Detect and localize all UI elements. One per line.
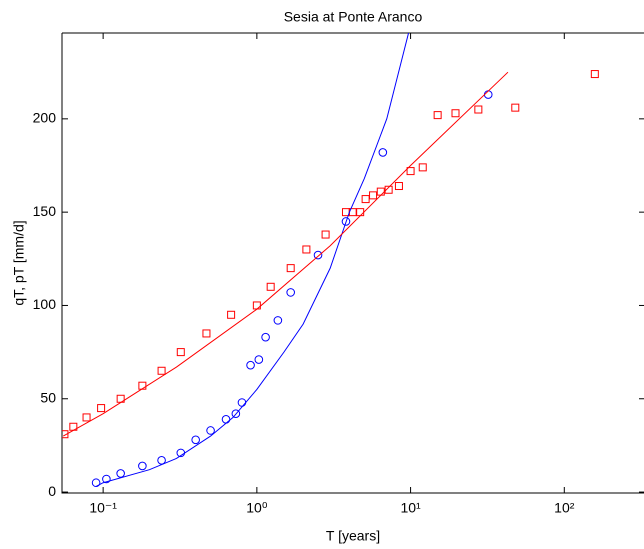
circle-marker xyxy=(191,435,200,445)
square-marker xyxy=(406,167,415,176)
circle-marker xyxy=(91,478,101,488)
square-marker xyxy=(356,208,365,217)
x-tick-label: 10² xyxy=(554,500,575,516)
y-axis-label: qT, pT [mm/d] xyxy=(11,220,27,305)
square-marker xyxy=(590,70,599,79)
fit-line xyxy=(62,71,509,437)
square-marker xyxy=(511,103,520,112)
circle-marker xyxy=(483,90,493,99)
circle-marker xyxy=(313,250,323,260)
square-marker xyxy=(157,366,166,375)
circle-marker xyxy=(206,426,215,435)
square-marker xyxy=(252,301,261,310)
square-marker xyxy=(474,105,483,114)
circle-marker xyxy=(102,474,111,484)
square-marker xyxy=(384,185,393,194)
circle-marker xyxy=(378,148,388,157)
circle-marker xyxy=(254,355,264,364)
square-marker xyxy=(376,187,385,196)
square-marker xyxy=(227,310,236,319)
circle-marker xyxy=(231,409,241,418)
square-marker xyxy=(321,230,330,239)
circle-marker xyxy=(221,414,231,424)
x-tick-label: 10¹ xyxy=(400,500,421,516)
square-marker xyxy=(451,109,460,118)
square-marker xyxy=(302,245,311,254)
square-marker xyxy=(394,182,403,191)
square-marker xyxy=(433,111,442,120)
circle-marker xyxy=(261,332,270,342)
square-marker xyxy=(202,329,211,338)
circle-marker xyxy=(286,288,295,297)
x-tick-label: 10⁻¹ xyxy=(89,500,117,516)
chart-title: Sesia at Ponte Aranco xyxy=(284,9,423,25)
circle-marker xyxy=(116,469,125,478)
x-axis-label: T [years] xyxy=(326,528,380,544)
square-marker xyxy=(176,348,185,357)
square-marker xyxy=(82,413,91,422)
circle-marker xyxy=(341,217,351,226)
circle-marker xyxy=(138,461,147,471)
y-tick-label: 100 xyxy=(33,296,57,312)
square-marker xyxy=(97,404,106,413)
circle-marker xyxy=(237,398,247,407)
square-marker xyxy=(286,264,295,273)
x-tick-label: 10⁰ xyxy=(246,500,268,516)
circle-marker xyxy=(246,360,255,370)
square-marker xyxy=(369,191,378,200)
circle-marker xyxy=(273,316,283,325)
axis-frame xyxy=(61,32,644,494)
square-marker xyxy=(62,430,69,439)
y-tick-label: 150 xyxy=(33,203,57,219)
plot-area xyxy=(62,33,599,488)
y-tick-label: 0 xyxy=(48,483,56,499)
square-marker xyxy=(361,195,370,204)
y-tick-label: 50 xyxy=(40,389,56,405)
y-tick-label: 200 xyxy=(33,110,57,126)
fit-line xyxy=(95,33,410,487)
square-marker xyxy=(418,163,427,172)
square-marker xyxy=(266,282,275,291)
